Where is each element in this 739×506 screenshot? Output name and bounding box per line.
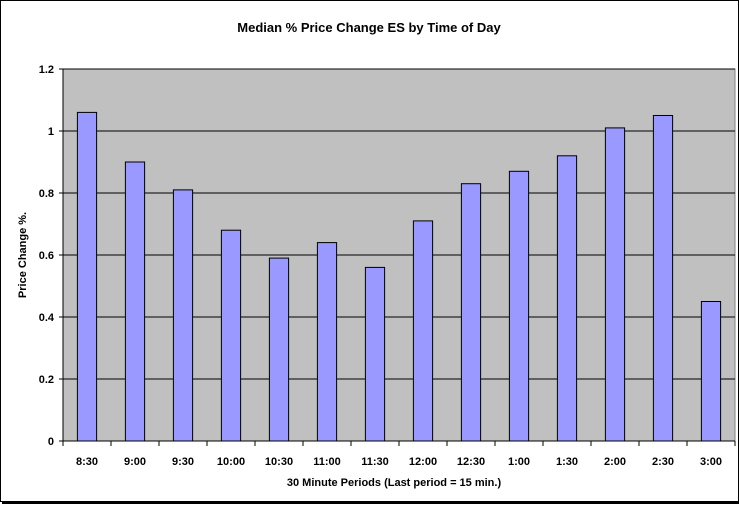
bar — [364, 266, 386, 442]
x-tick-label: 10:30 — [265, 456, 293, 468]
y-tick-label: 0.6 — [39, 250, 54, 262]
x-tick-label: 9:00 — [124, 456, 146, 468]
x-tick-label: 1:00 — [508, 456, 530, 468]
y-tick-label: 0.2 — [39, 374, 54, 386]
bar — [604, 127, 626, 442]
x-tick-label: 11:00 — [313, 456, 341, 468]
x-tick-label: 10:00 — [217, 456, 245, 468]
bar — [508, 170, 530, 442]
x-tick-label: 12:30 — [457, 456, 485, 468]
x-tick-label: 9:30 — [172, 456, 194, 468]
x-tick-label: 11:30 — [361, 456, 389, 468]
x-tick-label: 12:00 — [409, 456, 437, 468]
x-tick-label: 3:00 — [700, 456, 722, 468]
y-tick-label: 0.8 — [39, 188, 54, 200]
y-tick-label: 0.4 — [39, 312, 55, 324]
bar — [460, 183, 482, 442]
bar — [316, 242, 338, 442]
y-tick-label: 1 — [48, 126, 54, 138]
bar — [700, 301, 722, 442]
axes: 0 0.2 0.4 0.6 0.8 1 1.2 8:30 9:00 9:30 10:00 10:30 1… — [39, 64, 736, 468]
y-tick-label: 0 — [48, 436, 54, 448]
bar — [172, 189, 194, 442]
y-axis-title: Price Change %. — [17, 212, 29, 298]
bars — [76, 111, 722, 442]
x-axis-title: 30 Minute Periods (Last period = 15 min.… — [287, 477, 502, 489]
chart-title: Median % Price Change ES by Time of Day — [237, 20, 501, 35]
bar — [652, 115, 674, 442]
bar — [220, 229, 242, 442]
x-tick-label: 2:00 — [604, 456, 626, 468]
x-tick-label: 1:30 — [556, 456, 578, 468]
bar — [76, 111, 98, 442]
x-tick-label: 8:30 — [76, 456, 98, 468]
bar — [124, 161, 146, 442]
bar — [412, 220, 434, 442]
y-tick-label: 1.2 — [39, 64, 54, 76]
bar — [556, 155, 578, 442]
bar — [268, 257, 290, 442]
x-tick-label: 2:30 — [652, 456, 674, 468]
